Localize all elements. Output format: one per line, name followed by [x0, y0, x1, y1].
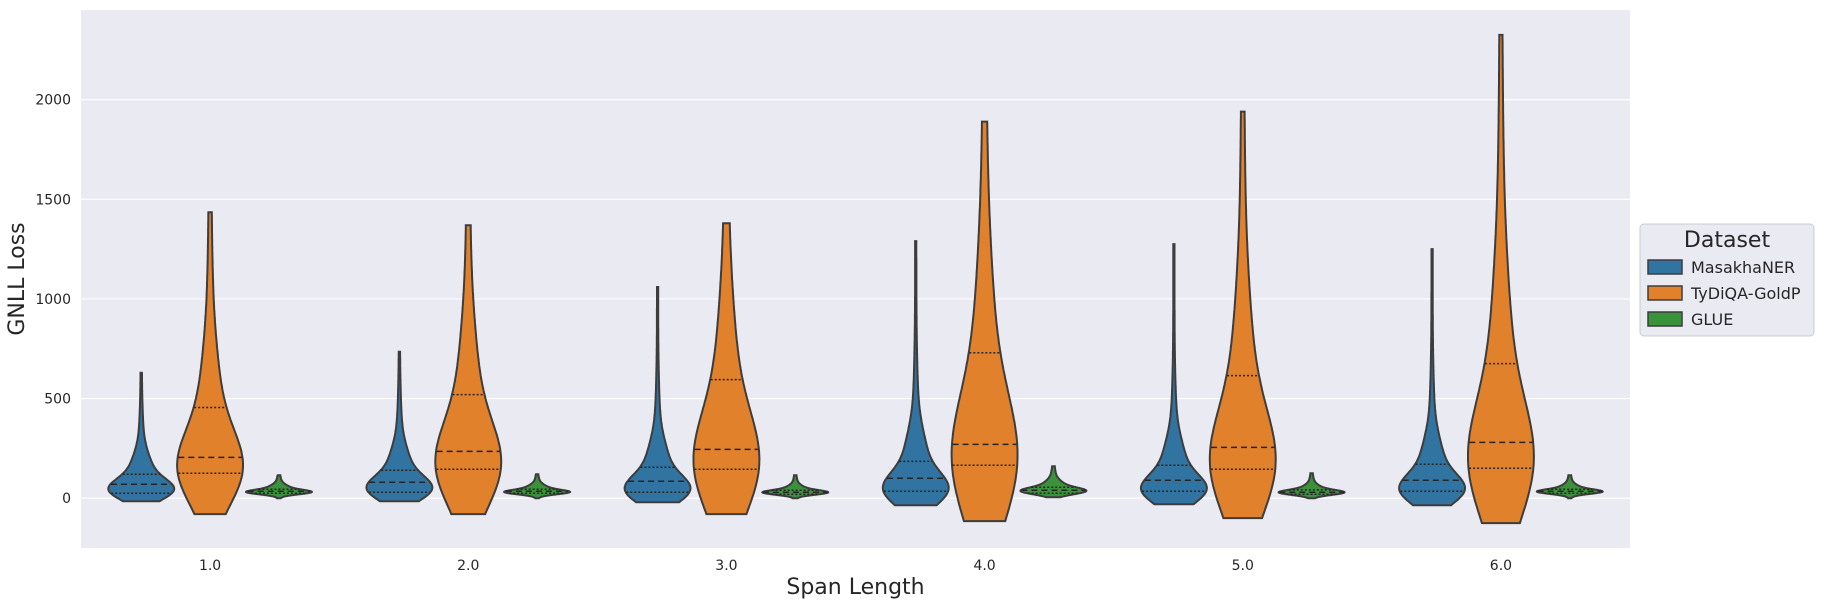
violin-MasakhaNER-4.0	[881, 240, 950, 507]
x-tick-label: 4.0	[973, 558, 995, 574]
y-tick-label: 2000	[35, 93, 71, 109]
x-tick-label: 2.0	[457, 558, 479, 574]
x-axis-ticks: 1.0 2.0 3.0 4.0 5.0 6.0	[199, 558, 1512, 574]
violin-MasakhaNER-2.0	[365, 350, 434, 503]
legend: Dataset MasakhaNER TyDiQA-GoldP GLUE	[1639, 223, 1815, 337]
legend-swatch	[1647, 285, 1683, 301]
violin-MasakhaNER-5.0	[1139, 243, 1208, 506]
x-tick-label: 5.0	[1232, 558, 1254, 574]
y-tick-label: 500	[44, 392, 71, 408]
gridlines	[81, 99, 1630, 499]
plot-area	[81, 10, 1630, 548]
violin-TyDiQA-GoldP-5.0	[1208, 110, 1277, 520]
y-tick-label: 1000	[35, 292, 71, 308]
violin-TyDiQA-GoldP-6.0	[1467, 33, 1535, 525]
violin-TyDiQA-GoldP-2.0	[434, 224, 503, 516]
violin-TyDiQA-GoldP-3.0	[692, 222, 761, 516]
violin-MasakhaNER-6.0	[1398, 248, 1466, 507]
legend-item-label: MasakhaNER	[1691, 258, 1795, 277]
legend-item-label: TyDiQA-GoldP	[1690, 284, 1801, 303]
legend-swatch	[1647, 259, 1683, 275]
y-axis-label: GNLL Loss	[5, 222, 30, 335]
y-tick-label: 1500	[35, 192, 71, 208]
legend-title: Dataset	[1684, 228, 1771, 253]
legend-swatch	[1647, 311, 1683, 327]
x-axis-label: Span Length	[786, 575, 924, 600]
x-tick-label: 6.0	[1490, 558, 1512, 574]
violin-GLUE-2.0	[502, 473, 572, 500]
legend-item-label: GLUE	[1691, 310, 1733, 329]
x-tick-label: 1.0	[199, 558, 221, 574]
violin-MasakhaNER-1.0	[107, 371, 176, 503]
x-tick-label: 3.0	[715, 558, 737, 574]
legend-frame	[1639, 223, 1815, 337]
violin-TyDiQA-GoldP-4.0	[950, 120, 1019, 523]
y-axis-ticks: 0 500 1000 1500 2000	[35, 93, 71, 508]
violin-MasakhaNER-3.0	[623, 286, 692, 504]
violin-TyDiQA-GoldP-1.0	[176, 211, 244, 516]
y-tick-label: 0	[62, 491, 71, 507]
violins	[107, 33, 1604, 525]
